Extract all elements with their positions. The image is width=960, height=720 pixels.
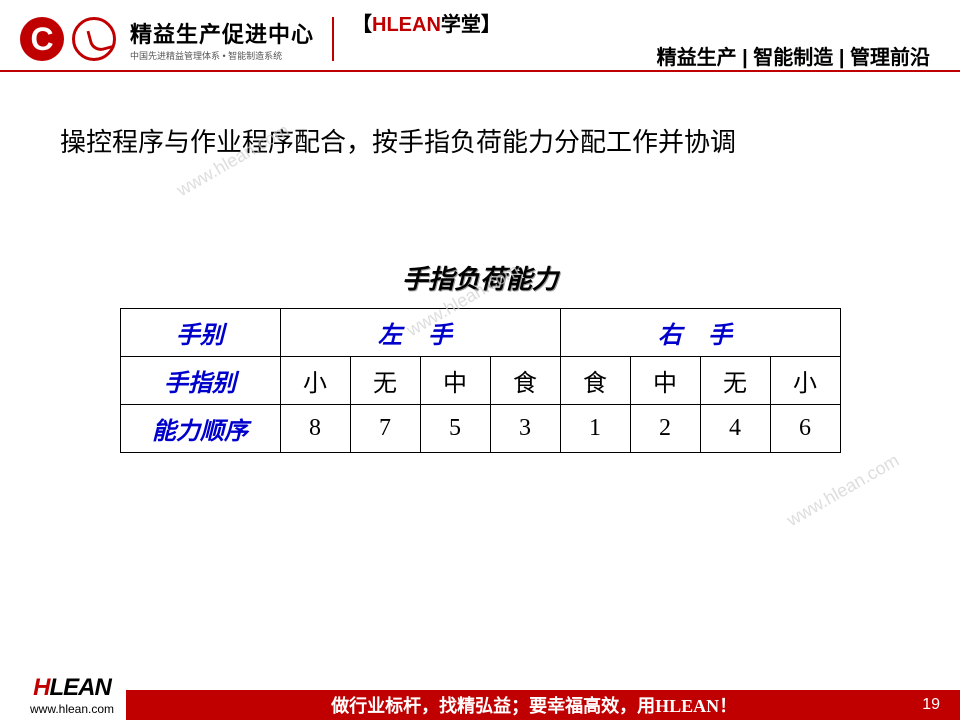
logo-area: 精益生产促进中心 中国先进精益管理体系 • 智能制造系统 bbox=[20, 17, 314, 62]
page-number: 19 bbox=[922, 696, 940, 714]
finger-table: 手别 左 手 右 手 手指别 小 无 中 食 食 中 无 小 能力顺序 8 7 … bbox=[120, 308, 841, 453]
rank-cell: 1 bbox=[560, 405, 630, 453]
hlean-tag: 【HLEAN学堂】 bbox=[352, 8, 501, 37]
logo-circle-icon bbox=[72, 17, 116, 61]
table-section: 手指负荷能力 手别 左 手 右 手 手指别 小 无 中 食 食 中 无 小 能力… bbox=[60, 259, 900, 453]
main-title: 操控程序与作业程序配合，按手指负荷能力分配工作并协调 bbox=[60, 122, 900, 159]
rank-cell: 8 bbox=[280, 405, 350, 453]
header-divider bbox=[332, 17, 334, 61]
rank-cell: 2 bbox=[630, 405, 700, 453]
finger-cell: 无 bbox=[700, 357, 770, 405]
rank-cell: 7 bbox=[350, 405, 420, 453]
finger-cell: 食 bbox=[560, 357, 630, 405]
left-hand-header: 左 手 bbox=[280, 309, 560, 357]
footer-url: www.hlean.com bbox=[30, 702, 114, 716]
table-row: 能力顺序 8 7 5 3 1 2 4 6 bbox=[120, 405, 840, 453]
header: 精益生产促进中心 中国先进精益管理体系 • 智能制造系统 【HLEAN学堂】 精… bbox=[0, 0, 960, 72]
rank-cell: 3 bbox=[490, 405, 560, 453]
header-right: 【HLEAN学堂】 精益生产 | 智能制造 | 管理前沿 bbox=[352, 8, 940, 70]
rank-cell: 5 bbox=[420, 405, 490, 453]
finger-cell: 无 bbox=[350, 357, 420, 405]
table-row: 手别 左 手 右 手 bbox=[120, 309, 840, 357]
logo-c-icon bbox=[20, 17, 64, 61]
table-row: 手指别 小 无 中 食 食 中 无 小 bbox=[120, 357, 840, 405]
footer-logo: HLEAN www.hlean.com bbox=[0, 674, 126, 720]
footer-logo-text: HLEAN bbox=[33, 674, 111, 702]
footer-bar: 做行业标杆，找精弘益；要幸福高效，用HLEAN！ 19 bbox=[126, 690, 960, 720]
finger-cell: 中 bbox=[420, 357, 490, 405]
main-content: 操控程序与作业程序配合，按手指负荷能力分配工作并协调 手指负荷能力 手别 左 手… bbox=[0, 72, 960, 503]
rank-cell: 4 bbox=[700, 405, 770, 453]
right-hand-header: 右 手 bbox=[560, 309, 840, 357]
footer: HLEAN www.hlean.com 做行业标杆，找精弘益；要幸福高效，用HL… bbox=[0, 668, 960, 720]
row-header-finger: 手指别 bbox=[120, 357, 280, 405]
logo-subtitle: 中国先进精益管理体系 • 智能制造系统 bbox=[130, 49, 314, 62]
table-title: 手指负荷能力 bbox=[60, 259, 900, 296]
footer-slogan: 做行业标杆，找精弘益；要幸福高效，用HLEAN！ bbox=[331, 692, 737, 718]
finger-cell: 中 bbox=[630, 357, 700, 405]
logo-text: 精益生产促进中心 中国先进精益管理体系 • 智能制造系统 bbox=[130, 17, 314, 62]
header-slogan: 精益生产 | 智能制造 | 管理前沿 bbox=[657, 41, 930, 70]
row-header-hand: 手别 bbox=[120, 309, 280, 357]
finger-cell: 小 bbox=[280, 357, 350, 405]
rank-cell: 6 bbox=[770, 405, 840, 453]
logo-title: 精益生产促进中心 bbox=[130, 17, 314, 49]
finger-cell: 食 bbox=[490, 357, 560, 405]
finger-cell: 小 bbox=[770, 357, 840, 405]
row-header-rank: 能力顺序 bbox=[120, 405, 280, 453]
